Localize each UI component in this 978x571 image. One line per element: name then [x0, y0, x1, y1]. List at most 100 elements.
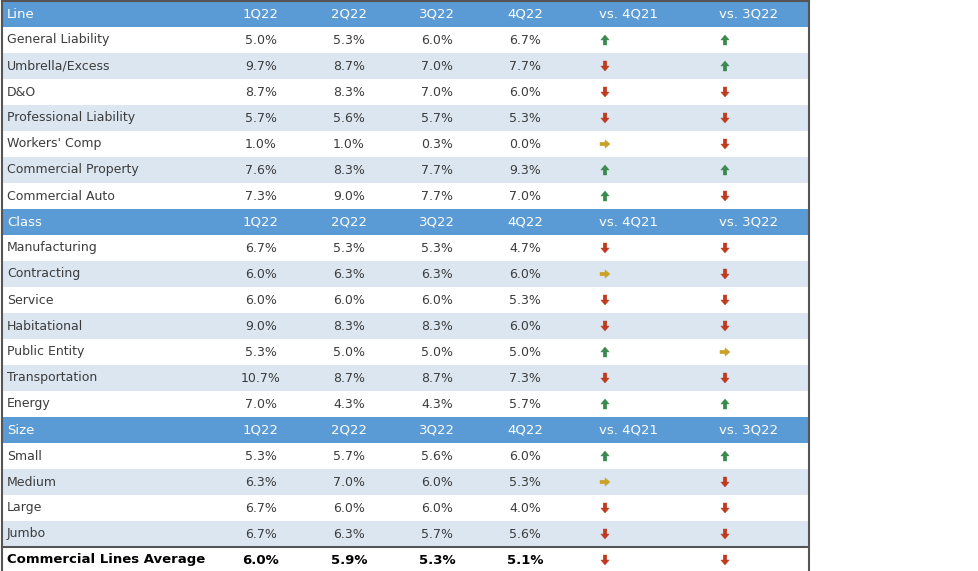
Text: 7.6%: 7.6%: [244, 163, 277, 176]
Text: 5.6%: 5.6%: [421, 449, 453, 463]
Text: 5.0%: 5.0%: [244, 34, 277, 46]
Text: 7.3%: 7.3%: [244, 190, 277, 203]
Text: Commercial Property: Commercial Property: [7, 163, 139, 176]
Text: 1.0%: 1.0%: [244, 138, 277, 151]
Polygon shape: [600, 347, 608, 357]
Text: 7.7%: 7.7%: [421, 163, 453, 176]
Text: Commercial Lines Average: Commercial Lines Average: [7, 553, 205, 566]
Text: 5.3%: 5.3%: [509, 476, 541, 489]
Polygon shape: [600, 399, 608, 409]
Text: Line: Line: [7, 7, 34, 21]
Polygon shape: [720, 191, 729, 201]
Text: 5.3%: 5.3%: [244, 449, 277, 463]
Text: Small: Small: [7, 449, 42, 463]
Text: 5.0%: 5.0%: [333, 345, 365, 359]
Text: 6.0%: 6.0%: [509, 449, 541, 463]
Bar: [2, 521, 808, 547]
Text: 6.3%: 6.3%: [244, 476, 277, 489]
Text: 8.7%: 8.7%: [421, 372, 453, 384]
Text: Size: Size: [7, 424, 34, 436]
Text: 5.6%: 5.6%: [509, 528, 541, 541]
Text: 7.0%: 7.0%: [421, 86, 453, 99]
Polygon shape: [720, 321, 729, 331]
Text: 9.7%: 9.7%: [244, 59, 277, 73]
Text: Manufacturing: Manufacturing: [7, 242, 98, 255]
Text: 8.7%: 8.7%: [333, 59, 365, 73]
Polygon shape: [720, 61, 729, 71]
Text: vs. 3Q22: vs. 3Q22: [719, 215, 778, 228]
Text: 2Q22: 2Q22: [331, 7, 367, 21]
Text: Commercial Auto: Commercial Auto: [7, 190, 114, 203]
Text: Medium: Medium: [7, 476, 57, 489]
Polygon shape: [600, 451, 608, 461]
Text: vs. 4Q21: vs. 4Q21: [599, 215, 658, 228]
Bar: [2, 27, 808, 53]
Bar: [2, 365, 808, 391]
Polygon shape: [720, 451, 729, 461]
Text: 5.3%: 5.3%: [509, 293, 541, 307]
Polygon shape: [720, 243, 729, 253]
Text: 6.0%: 6.0%: [244, 293, 277, 307]
Text: Class: Class: [7, 215, 42, 228]
Polygon shape: [720, 503, 729, 513]
Text: Large: Large: [7, 501, 42, 514]
Polygon shape: [720, 373, 729, 383]
Text: 3Q22: 3Q22: [419, 215, 455, 228]
Polygon shape: [720, 113, 729, 123]
Text: 1Q22: 1Q22: [243, 215, 279, 228]
Polygon shape: [600, 61, 608, 71]
Bar: [2, 105, 808, 131]
Text: 6.0%: 6.0%: [333, 501, 365, 514]
Text: 6.0%: 6.0%: [509, 320, 541, 332]
Bar: [2, 183, 808, 209]
Text: 5.9%: 5.9%: [331, 553, 367, 566]
Polygon shape: [600, 87, 608, 97]
Text: 9.3%: 9.3%: [509, 163, 540, 176]
Text: 7.0%: 7.0%: [333, 476, 365, 489]
Polygon shape: [720, 477, 729, 487]
Text: 4.3%: 4.3%: [333, 397, 365, 411]
Bar: [2, 79, 808, 105]
Bar: [2, 235, 808, 261]
Text: General Liability: General Liability: [7, 34, 110, 46]
Text: 7.3%: 7.3%: [509, 372, 541, 384]
Text: 5.3%: 5.3%: [421, 242, 453, 255]
Text: D&O: D&O: [7, 86, 36, 99]
Text: 4.3%: 4.3%: [421, 397, 453, 411]
Text: 1.0%: 1.0%: [333, 138, 365, 151]
Text: Umbrella/Excess: Umbrella/Excess: [7, 59, 111, 73]
Bar: [2, 391, 808, 417]
Text: vs. 4Q21: vs. 4Q21: [599, 7, 658, 21]
Polygon shape: [600, 295, 608, 305]
Bar: [2, 495, 808, 521]
Text: 6.7%: 6.7%: [244, 501, 277, 514]
Text: 7.7%: 7.7%: [509, 59, 541, 73]
Text: 4Q22: 4Q22: [507, 215, 543, 228]
Text: 6.0%: 6.0%: [244, 267, 277, 280]
Text: 6.0%: 6.0%: [421, 293, 453, 307]
Text: 5.7%: 5.7%: [244, 111, 277, 124]
Polygon shape: [600, 555, 608, 565]
Text: Service: Service: [7, 293, 54, 307]
Text: 6.3%: 6.3%: [421, 267, 453, 280]
Text: 2Q22: 2Q22: [331, 424, 367, 436]
Bar: [2, 417, 808, 443]
Bar: [2, 53, 808, 79]
Text: 6.0%: 6.0%: [421, 501, 453, 514]
Text: 5.3%: 5.3%: [419, 553, 455, 566]
Text: 7.0%: 7.0%: [421, 59, 453, 73]
Text: 5.3%: 5.3%: [244, 345, 277, 359]
Polygon shape: [720, 295, 729, 305]
Text: vs. 4Q21: vs. 4Q21: [599, 424, 658, 436]
Text: Professional Liability: Professional Liability: [7, 111, 135, 124]
Text: 5.1%: 5.1%: [507, 553, 543, 566]
Text: 4Q22: 4Q22: [507, 7, 543, 21]
Text: 5.7%: 5.7%: [333, 449, 365, 463]
Text: 10.7%: 10.7%: [241, 372, 281, 384]
Text: 3Q22: 3Q22: [419, 7, 455, 21]
Polygon shape: [720, 35, 729, 45]
Polygon shape: [720, 165, 729, 175]
Text: Jumbo: Jumbo: [7, 528, 46, 541]
Polygon shape: [600, 113, 608, 123]
Text: 7.0%: 7.0%: [509, 190, 541, 203]
